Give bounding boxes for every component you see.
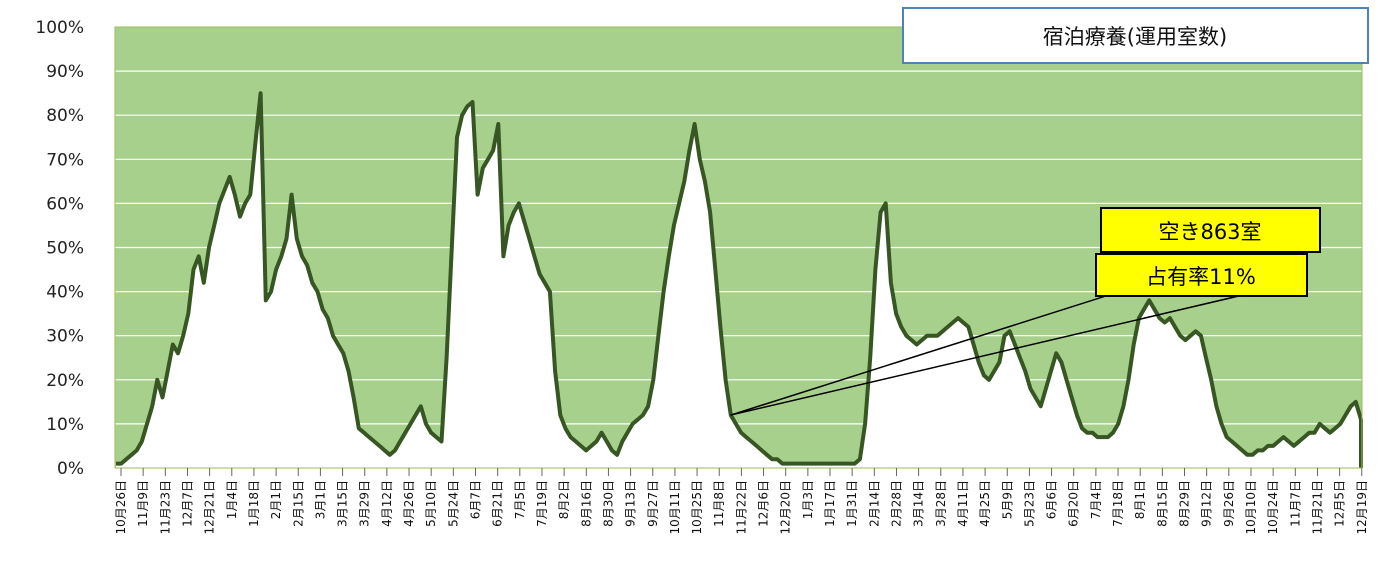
y-tick-label: 100% <box>35 18 84 38</box>
x-tick-label: 9月26日 <box>1222 480 1236 527</box>
x-tick-label: 10月11日 <box>668 480 682 535</box>
y-tick-label: 80% <box>46 106 84 126</box>
x-tick-label: 10月26日 <box>114 480 128 535</box>
x-tick-label: 10月25日 <box>690 480 704 535</box>
x-tick-label: 4月12日 <box>380 480 394 527</box>
x-tick-label: 12月19日 <box>1355 480 1369 535</box>
x-tick-label: 10月10日 <box>1244 480 1258 535</box>
x-tick-label: 2月15日 <box>291 480 305 527</box>
x-tick-label: 4月11日 <box>956 480 970 527</box>
x-tick-label: 11月8日 <box>712 480 726 527</box>
y-tick-label: 0% <box>57 459 84 479</box>
callout-leader-line <box>730 279 1308 416</box>
y-axis: 0% 10% 20% 30% 40% 50% 60% 70% 80% 90% 100% <box>35 18 84 479</box>
y-tick-label: 70% <box>46 150 84 170</box>
y-tick-label: 30% <box>46 327 84 347</box>
x-tick-label: 3月28日 <box>934 480 948 527</box>
x-axis: 10月26日 11月9日 11月23日 12月7日 12月21日 1月4日 1月18日 2月1… <box>114 468 1369 535</box>
x-tick-label: 4月25日 <box>978 480 992 527</box>
x-tick-label: 7月19日 <box>535 480 549 527</box>
x-tick-label: 12月6日 <box>757 480 771 527</box>
x-tick-label: 8月16日 <box>579 480 593 527</box>
x-tick-label: 4月26日 <box>402 480 416 527</box>
y-tick-label: 10% <box>46 415 84 435</box>
x-tick-label: 12月7日 <box>180 480 194 527</box>
x-tick-label: 1月17日 <box>823 480 837 527</box>
y-tick-label: 60% <box>46 194 84 214</box>
plot-border <box>114 26 1363 469</box>
x-tick-label: 8月29日 <box>1178 480 1192 527</box>
x-tick-label: 8月30日 <box>601 480 615 527</box>
x-tick-label: 8月2日 <box>557 480 571 519</box>
callout: 空き863室 占有率11% <box>730 207 1321 416</box>
x-tick-label: 5月9日 <box>1000 480 1014 519</box>
y-tick-label: 20% <box>46 371 84 391</box>
x-tick-label: 9月27日 <box>646 480 660 527</box>
x-tick-label: 12月21日 <box>203 480 217 535</box>
x-tick-label: 6月21日 <box>491 480 505 527</box>
x-tick-label: 12月5日 <box>1333 480 1347 527</box>
x-tick-label: 6月7日 <box>469 480 483 519</box>
x-tick-label: 10月24日 <box>1266 480 1280 535</box>
x-tick-label: 11月7日 <box>1288 480 1302 527</box>
x-tick-label: 1月31日 <box>845 480 859 527</box>
x-tick-label: 5月10日 <box>424 480 438 527</box>
x-tick-label: 7月4日 <box>1089 480 1103 519</box>
vacant-rooms-label: 空き863室 <box>1158 220 1261 244</box>
x-tick-label: 3月14日 <box>912 480 926 527</box>
x-tick-label: 1月3日 <box>801 480 815 519</box>
x-tick-label: 2月1日 <box>269 480 283 519</box>
x-tick-label: 6月20日 <box>1067 480 1081 527</box>
x-tick-label: 7月5日 <box>513 480 527 519</box>
occupancy-rate-label: 占有率11% <box>1146 265 1256 289</box>
x-tick-label: 11月22日 <box>734 480 748 535</box>
x-tick-label: 2月14日 <box>867 480 881 527</box>
x-tick-label: 3月29日 <box>358 480 372 527</box>
x-tick-label: 3月1日 <box>313 480 327 519</box>
x-tick-label: 1月4日 <box>225 480 239 519</box>
x-tick-label: 6月6日 <box>1045 480 1059 519</box>
y-tick-label: 90% <box>46 62 84 82</box>
x-tick-label: 11月21日 <box>1310 480 1324 535</box>
x-tick-label: 2月28日 <box>889 480 903 527</box>
title-box: 宿泊療養(運用室数) <box>902 7 1369 64</box>
x-tick-label: 7月18日 <box>1111 480 1125 527</box>
x-tick-label: 12月20日 <box>779 480 793 535</box>
x-tick-label: 8月1日 <box>1133 480 1147 519</box>
occupancy-area <box>116 93 1361 468</box>
x-tick-label: 9月13日 <box>624 480 638 527</box>
x-tick-label: 5月24日 <box>446 480 460 527</box>
x-tick-label: 11月9日 <box>136 480 150 527</box>
x-tick-label: 3月15日 <box>336 480 350 527</box>
chart-title: 宿泊療養(運用室数) <box>1043 25 1227 49</box>
y-tick-label: 50% <box>46 239 84 259</box>
y-tick-label: 40% <box>46 283 84 303</box>
x-tick-label: 1月18日 <box>247 480 261 527</box>
x-tick-label: 5月23日 <box>1022 480 1036 527</box>
x-tick-label: 8月15日 <box>1155 480 1169 527</box>
x-tick-label: 11月23日 <box>158 480 172 535</box>
x-tick-label: 9月12日 <box>1200 480 1214 527</box>
